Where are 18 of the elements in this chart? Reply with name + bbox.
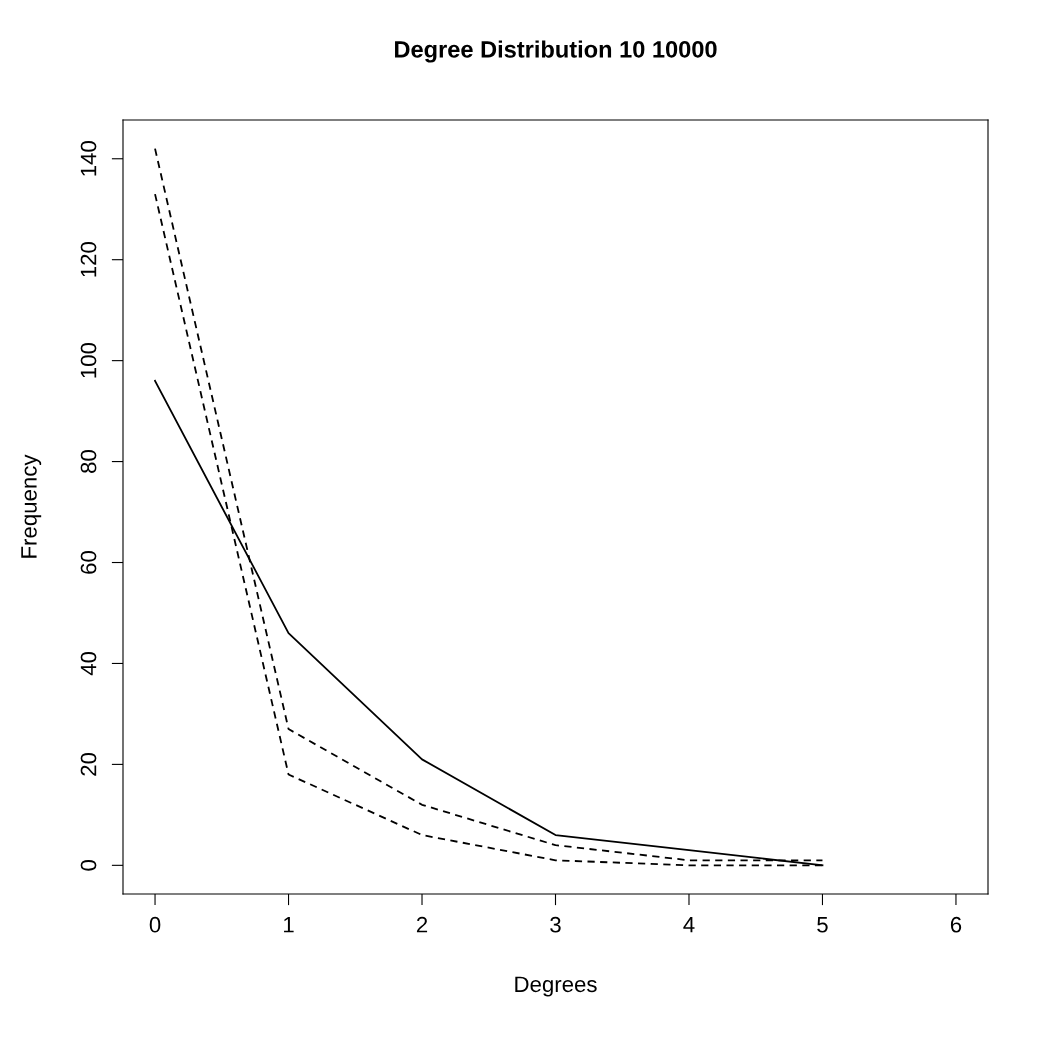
x-tick-label: 0 [149, 916, 161, 933]
x-tick-label: 1 [284, 917, 294, 933]
x-tick-label: 2 [416, 916, 428, 933]
y-axis-title: Frequency [21, 454, 42, 558]
x-tick-label: 5 [817, 917, 828, 933]
y-tick-label: 0 [80, 860, 97, 871]
y-tick-label: 60 [80, 551, 97, 574]
x-tick-label: 3 [550, 916, 561, 933]
y-tick-label: 140 [80, 141, 97, 176]
y-tick-label: 100 [80, 342, 97, 378]
chart-title: Degree Distribution 10 10000 [395, 40, 717, 63]
y-tick-label: 40 [80, 651, 97, 676]
x-tick-label: 4 [683, 917, 695, 933]
x-tick-label: 6 [950, 916, 962, 933]
y-tick-label: 20 [80, 752, 97, 776]
y-tick-label: 80 [80, 450, 97, 473]
x-axis-title: Degrees [515, 976, 597, 997]
y-tick-label: 120 [80, 242, 97, 277]
